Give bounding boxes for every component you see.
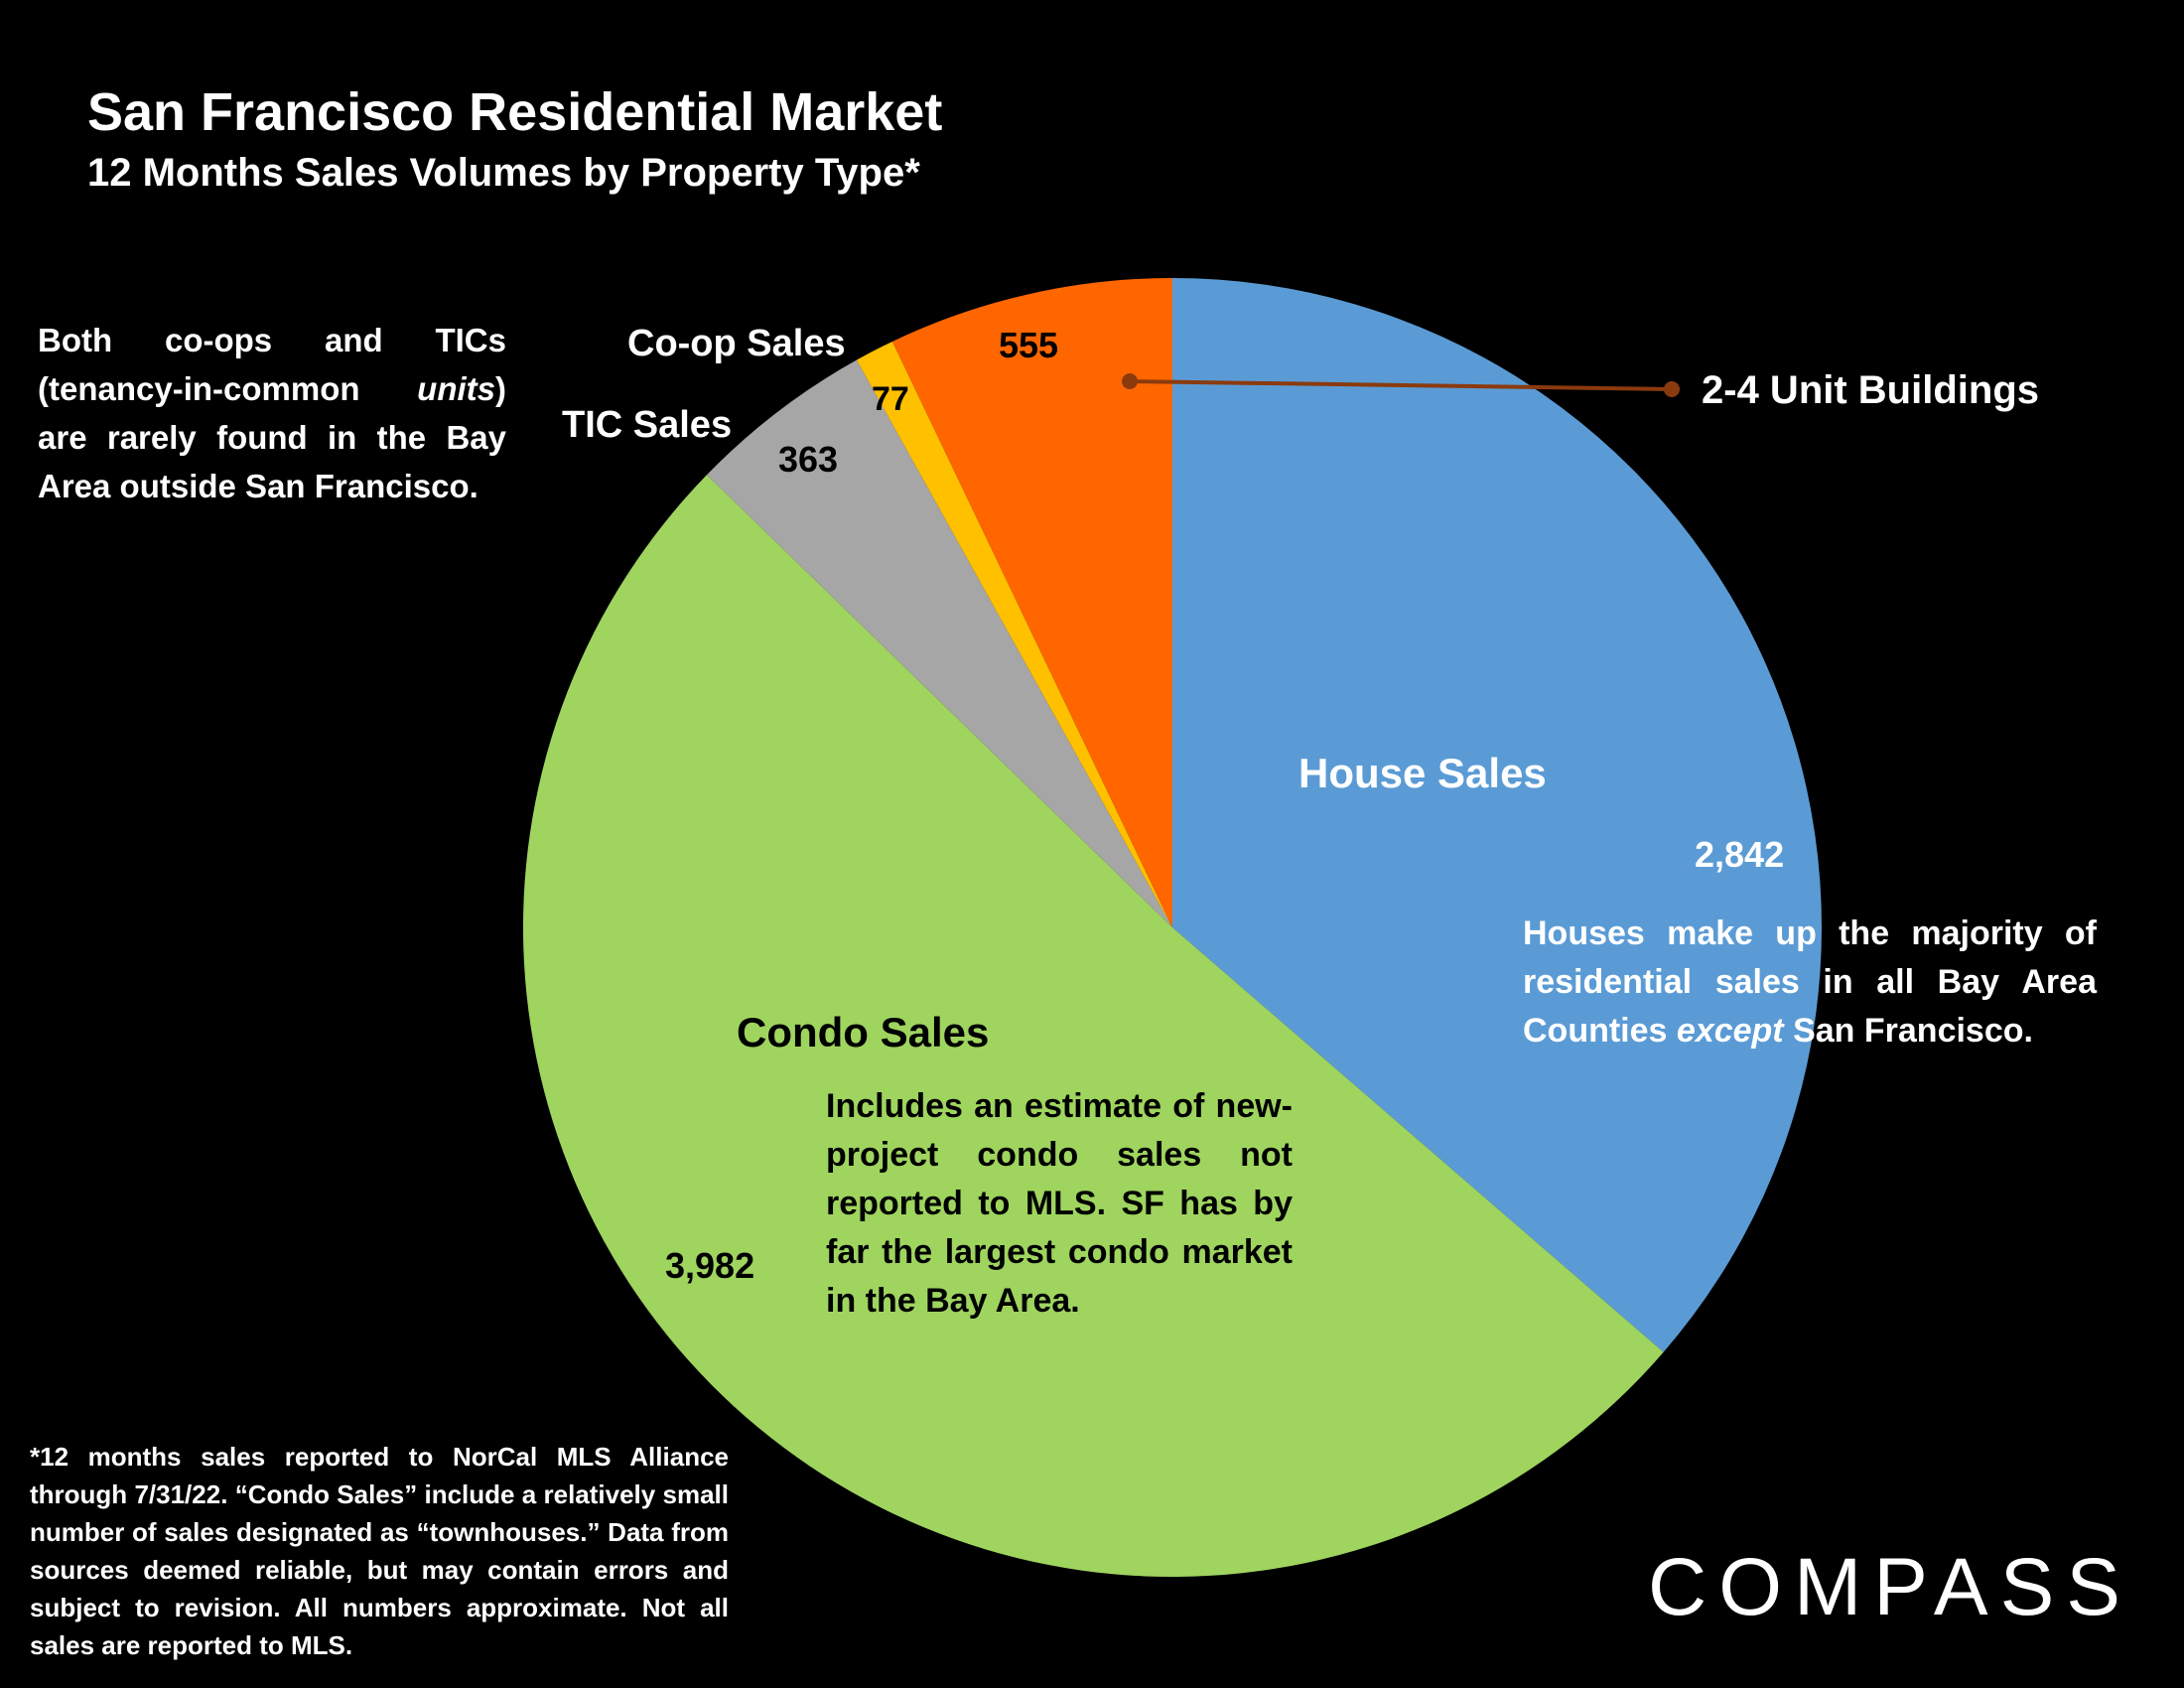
leader-dot-start — [1122, 373, 1138, 389]
coop-tic-note: Both co-ops and TICs (tenancy-in-common … — [38, 316, 506, 510]
pie-labels: House Sales 2,842 Condo Sales 3,982 TIC … — [562, 323, 2039, 1286]
house-note-text-a: Houses make up the majority of residenti… — [1523, 914, 2097, 1050]
compass-logo: COMPASS — [1648, 1542, 2132, 1632]
value-label-tic: 363 — [778, 439, 838, 480]
value-label-condo: 3,982 — [665, 1245, 754, 1286]
slice-label-condo: Condo Sales — [737, 1009, 989, 1055]
pie-slice-house-sales — [1172, 278, 1822, 1352]
coop-tic-note-emphasis: units — [417, 370, 495, 407]
condo-sales-note: Includes an estimate of new-project cond… — [826, 1087, 1293, 1320]
page-subtitle: 12 Months Sales Volumes by Property Type… — [87, 151, 920, 195]
page-title: San Francisco Residential Market — [87, 82, 943, 142]
pie-slice-tic-sales — [707, 359, 1172, 927]
pie-slice-co-op-sales — [856, 341, 1172, 928]
pie-slices — [522, 278, 1822, 1578]
coop-tic-note-text-b: ) are rarely found in the Bay Area outsi… — [38, 370, 506, 504]
slice-label-coop: Co-op Sales — [627, 323, 846, 364]
footnote: *12 months sales reported to NorCal MLS … — [30, 1442, 729, 1660]
house-sales-note: Houses make up the majority of residenti… — [1523, 910, 2097, 1055]
house-note-text-b: San Francisco. — [1783, 1012, 2033, 1050]
pie-slice-condo-sales — [522, 475, 1664, 1578]
slice-label-tic: TIC Sales — [562, 404, 732, 446]
leader-dot-end — [1664, 381, 1680, 397]
pie-slice-2-4-unit-buildings — [891, 278, 1172, 927]
leader-line — [1129, 379, 1673, 391]
value-label-house: 2,842 — [1695, 834, 1784, 875]
slice-label-multi-unit: 2-4 Unit Buildings — [1702, 368, 2039, 412]
house-note-emphasis: except — [1676, 1012, 1784, 1050]
value-label-coop: 77 — [872, 380, 909, 418]
slice-label-house: House Sales — [1298, 750, 1547, 796]
value-label-multi-unit: 555 — [999, 325, 1058, 365]
coop-tic-note-text-a: Both co-ops and TICs (tenancy-in-common — [38, 322, 506, 407]
